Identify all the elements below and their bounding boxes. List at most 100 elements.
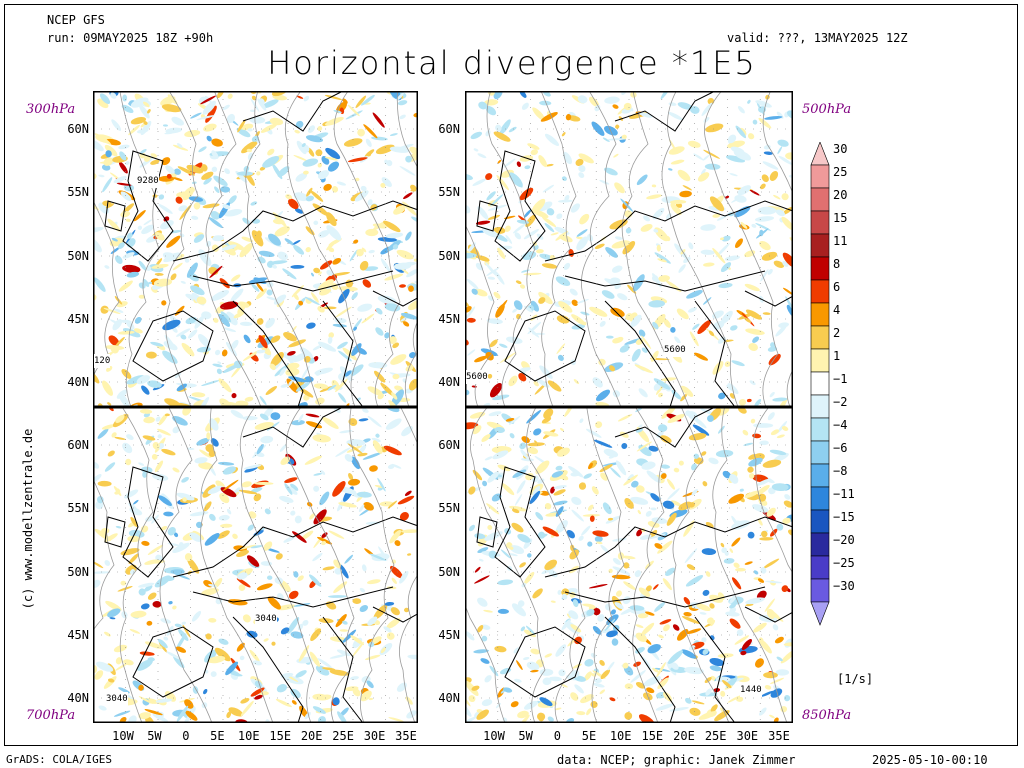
field-blob [500,549,511,559]
field-blob [770,342,776,348]
field-blob [218,378,232,393]
field-blob [401,425,413,437]
field-blob [758,637,764,644]
field-blob [325,212,337,227]
height-contour [245,91,321,407]
field-blob [570,203,580,213]
height-contour [470,407,546,723]
lon-label-20E: 20E [300,729,323,743]
field-blob [538,297,546,304]
field-blob [511,603,527,617]
field-blob [147,544,164,556]
field-blob [158,413,168,426]
field-blob [115,414,125,423]
field-blob [782,206,793,215]
coastline [694,300,736,407]
field-blob [547,716,554,722]
field-blob [611,240,631,249]
field-blob [331,186,339,193]
height-contour [159,407,213,723]
field-blob [408,299,418,311]
field-blob [691,463,697,471]
coastline [132,310,214,382]
field-blob [494,270,505,285]
field-blob [476,709,489,720]
field-blob [778,322,790,328]
field-blob [482,480,488,487]
field-blob [564,407,574,417]
field-blob [219,398,232,407]
field-blob [259,98,265,104]
field-blob [637,613,649,619]
field-blob [331,271,350,277]
field-blob [524,165,531,170]
field-blob [494,426,505,434]
field-blob [678,264,686,273]
field-blob [600,669,611,680]
field-blob [107,402,112,406]
field-blob [634,364,653,374]
credit-text: (c) www.modellzentrale.de [21,428,35,610]
coastline [504,626,586,698]
field-blob [642,657,652,670]
field-blob [505,234,513,244]
field-blob [689,331,699,347]
valid-time: valid: ???, 13MAY2025 12Z [727,31,908,45]
lon-label-5W: 5W [518,729,533,743]
field-blob [280,456,291,465]
field-blob [662,500,675,509]
field-blob [493,131,511,142]
field-blob [594,535,603,543]
field-blob [561,619,572,631]
field-blob [100,305,109,314]
field-blob [737,106,745,114]
field-blob [720,542,725,548]
field-blob [218,514,230,521]
field-blob [317,279,334,291]
field-blob [113,710,131,717]
field-blob [335,306,352,318]
coastline [104,200,126,232]
field-blob [513,300,523,310]
field-blob [749,380,756,386]
field-blob [304,296,320,305]
field-blob [226,508,232,515]
field-blob [172,262,183,271]
field-blob [103,307,121,315]
field-blob [192,686,199,694]
field-blob [220,301,239,310]
field-blob [663,318,671,328]
field-blob [780,649,793,664]
field-blob [122,442,133,454]
field-blob [155,232,165,241]
field-blob [633,661,641,667]
field-blob [313,267,321,274]
field-blob [521,269,530,273]
field-blob [216,368,222,375]
field-blob [172,467,180,473]
field-blob [702,154,710,161]
field-blob [261,99,279,109]
field-blob [151,454,158,460]
field-blob [469,411,486,419]
field-blob [93,237,102,253]
field-blob [587,541,593,547]
field-blob [104,560,111,566]
coastline [494,150,546,262]
field-blob [511,508,520,514]
level-label-300: 300hPa [26,102,76,117]
field-blob [591,121,605,136]
field-blob [295,670,307,678]
divergence-field [465,407,793,723]
field-blob [305,247,311,253]
field-blob [468,486,476,495]
field-blob [176,705,189,722]
field-blob [693,453,699,459]
field-blob [489,382,503,398]
field-blob [96,496,104,504]
field-blob [251,230,264,247]
field-blob [607,661,615,671]
field-blob [660,435,672,444]
field-blob [625,227,632,234]
field-blob [545,163,554,167]
